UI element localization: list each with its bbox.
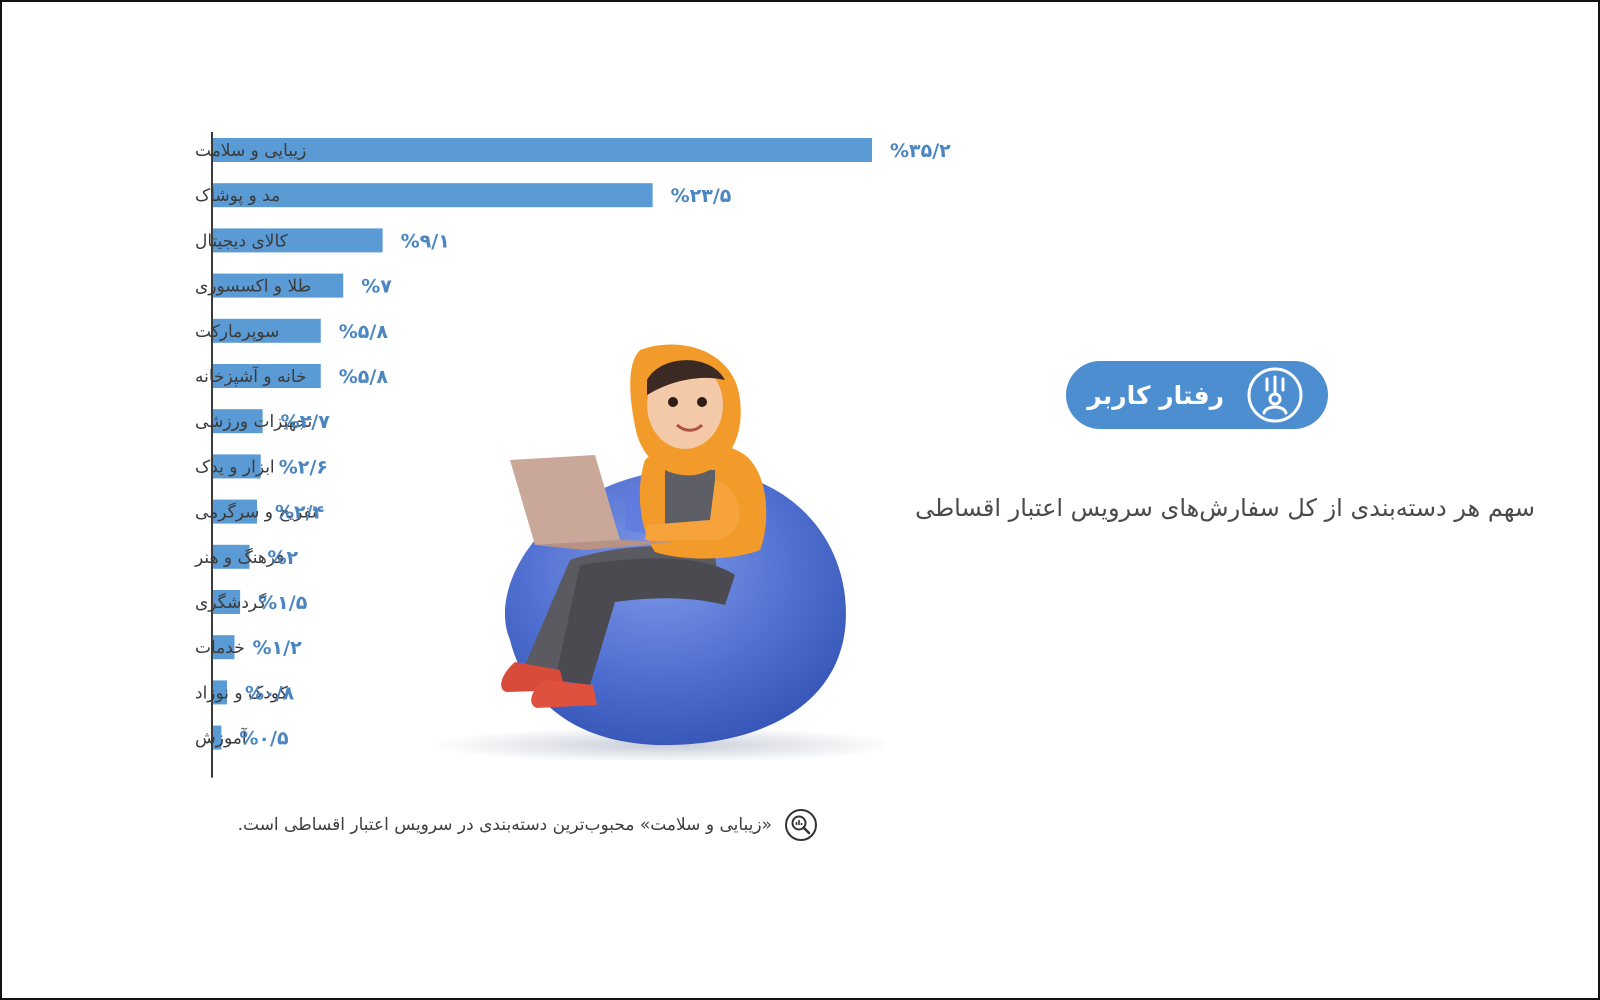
value-label: %۷	[361, 276, 392, 298]
category-label: کالای دیجیتال	[195, 231, 289, 251]
value-label: %۰/۵	[239, 728, 289, 750]
chart-subtitle: سهم هر دسته‌بندی از کل سفارش‌های سرویس ا…	[915, 494, 1535, 522]
category-label: ابزار و یدک	[195, 457, 275, 477]
bar	[212, 409, 263, 434]
value-label: %۲/۶	[279, 456, 328, 478]
bar	[212, 183, 653, 208]
category-label: خانه و آشپزخانه	[195, 365, 307, 387]
category-label: تفریح و سرگرمی	[195, 502, 317, 523]
magnifier-chart-icon	[785, 809, 817, 841]
woman-on-beanbag-illustration	[430, 344, 885, 760]
value-label: %۵/۸	[339, 321, 389, 343]
value-label: %۲/۷	[281, 411, 331, 433]
section-badge: رفتار کاربر	[1066, 361, 1328, 429]
category-label: فرهنگ و هنر	[194, 547, 284, 568]
value-label: %۳۵/۲	[890, 140, 951, 162]
category-label: تجهیزات ورزشی	[195, 412, 312, 432]
value-label: %۲	[268, 547, 299, 569]
value-label: %۲۳/۵	[671, 185, 732, 207]
category-label: سوپرمارکت	[195, 322, 279, 342]
value-label: %۰/۸	[245, 682, 295, 704]
bar	[212, 318, 321, 343]
bar	[212, 544, 250, 569]
bar	[212, 680, 227, 705]
footnote: «زیبایی و سلامت» محبوب‌ترین دسته‌بندی در…	[150, 808, 818, 842]
bar	[212, 725, 222, 750]
category-label: خدمات	[195, 638, 245, 658]
category-label: گردشگری	[195, 592, 267, 613]
footnote-text: «زیبایی و سلامت» محبوب‌ترین دسته‌بندی در…	[237, 815, 772, 835]
badge-label: رفتار کاربر	[1087, 380, 1224, 410]
category-label: طلا و اکسسوری	[195, 277, 311, 297]
bar	[212, 454, 261, 479]
bar-chart: زیبایی و سلامت %۳۵/۲ مد و پوشاک %۲۳/۵ کالای …	[194, 132, 951, 778]
category-label: آموزش	[195, 727, 248, 749]
value-label: %۱/۵	[258, 592, 308, 614]
bar	[212, 138, 872, 162]
category-label: زیبایی و سلامت	[195, 141, 306, 161]
bar	[212, 590, 241, 614]
user-signal-icon	[1247, 367, 1303, 423]
category-label: کودک و نوزاد	[195, 683, 289, 703]
category-label: مد و پوشاک	[195, 186, 280, 206]
value-label: %۲/۴	[275, 502, 324, 524]
bar	[212, 228, 383, 253]
value-label: %۱/۲	[253, 637, 303, 659]
bar	[212, 635, 235, 660]
bar	[212, 273, 344, 298]
bar	[212, 499, 257, 524]
value-label: %۹/۱	[401, 230, 450, 252]
bar	[212, 364, 321, 388]
value-label: %۵/۸	[339, 366, 389, 388]
